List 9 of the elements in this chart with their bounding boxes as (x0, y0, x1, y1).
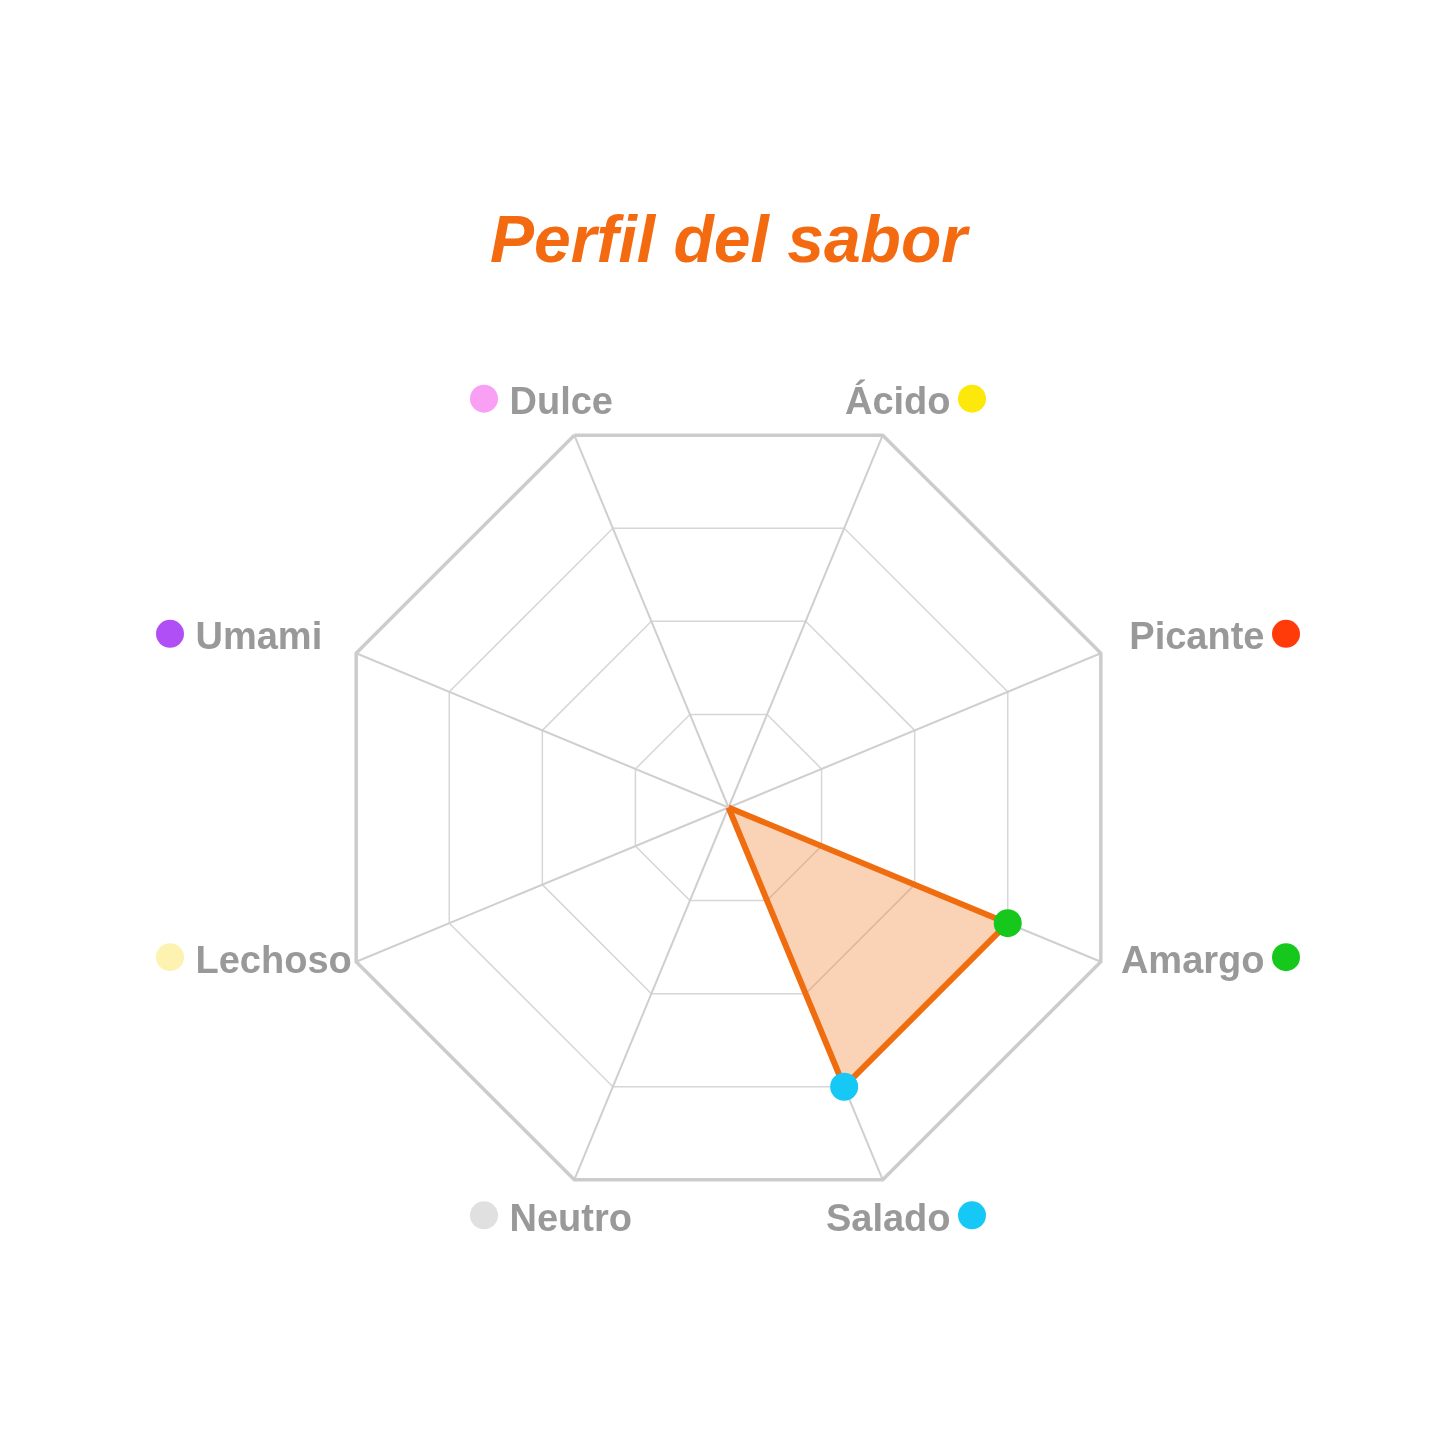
spoke-label: Dulce (509, 380, 613, 423)
chart-title: Perfil del sabor (490, 201, 971, 276)
spoke-label: Amargo (1120, 938, 1265, 981)
spoke-label: Lechoso (195, 938, 352, 981)
spoke-label: Ácido (844, 379, 951, 423)
spoke-label: Umami (195, 615, 323, 658)
spoke-label: Salado (825, 1196, 951, 1239)
spoke-label: Picante (1129, 615, 1265, 658)
spoke-label: Neutro (509, 1196, 632, 1239)
